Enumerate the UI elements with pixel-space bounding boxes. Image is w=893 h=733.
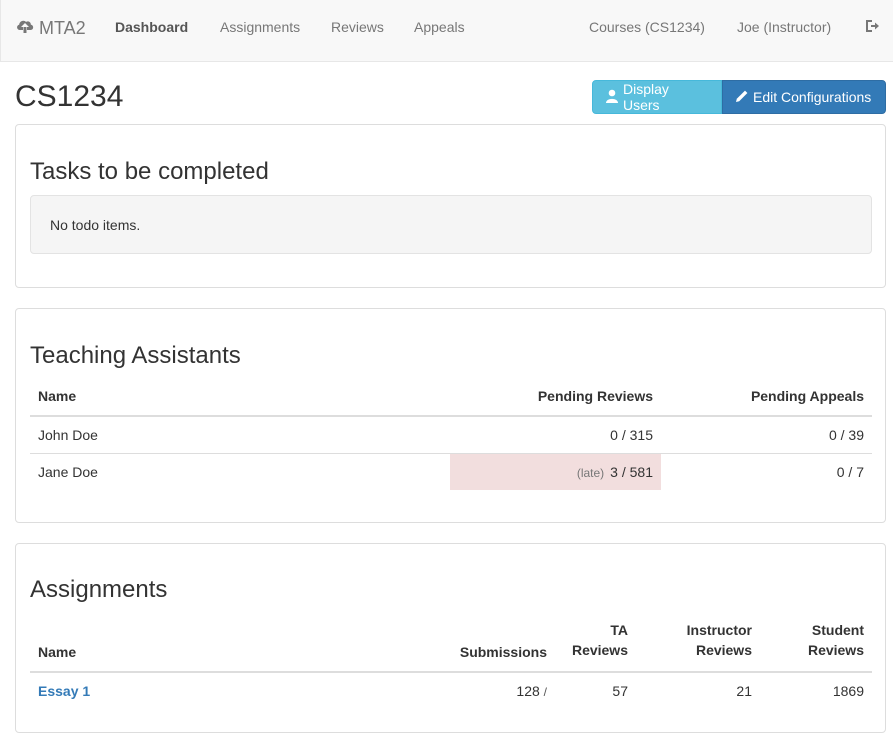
assign-col-student-reviews: Student Reviews bbox=[760, 620, 872, 673]
nav-assignments[interactable]: Assignments bbox=[220, 19, 301, 35]
ta-name: Jane Doe bbox=[30, 452, 450, 490]
assignment-submissions-value: 128 bbox=[516, 683, 540, 699]
assignments-title: Assignments bbox=[30, 576, 168, 603]
assignment-link[interactable]: Essay 1 bbox=[38, 683, 91, 699]
ta-pending-reviews-value: 3 / 581 bbox=[610, 463, 653, 480]
assign-col-ta-reviews: TA Reviews bbox=[555, 620, 636, 673]
ta-col-pending-reviews: Pending Reviews bbox=[450, 379, 661, 417]
ta-col-pending-appeals: Pending Appeals bbox=[661, 379, 872, 417]
pencil-icon bbox=[735, 89, 753, 106]
nav-courses[interactable]: Courses (CS1234) bbox=[589, 19, 705, 35]
assign-col-student-line1: Student bbox=[811, 622, 864, 638]
assignment-instructor-reviews: 21 bbox=[636, 671, 760, 709]
nav-appeals[interactable]: Appeals bbox=[414, 19, 465, 35]
cloud-upload-icon bbox=[15, 17, 39, 40]
ta-pending-reviews: 0 / 315 bbox=[450, 415, 661, 453]
todo-well: No todo items. bbox=[30, 195, 872, 254]
assign-col-instructor-reviews: Instructor Reviews bbox=[636, 620, 760, 673]
edit-configurations-label: Edit Configurations bbox=[753, 89, 872, 105]
user-icon bbox=[605, 89, 623, 106]
edit-configurations-button[interactable]: Edit Configurations bbox=[722, 80, 886, 114]
ta-table: Name Pending Reviews Pending Appeals Joh… bbox=[30, 379, 872, 490]
display-users-button[interactable]: Display Users bbox=[592, 80, 722, 114]
table-row: Jane Doe (late) 3 / 581 0 / 7 bbox=[30, 452, 872, 490]
ta-pending-appeals: 0 / 7 bbox=[661, 452, 872, 490]
table-row: John Doe 0 / 315 0 / 39 bbox=[30, 415, 872, 453]
assign-col-instr-line1: Instructor bbox=[686, 622, 752, 638]
tasks-title: Tasks to be completed bbox=[30, 158, 269, 185]
brand-link[interactable]: MTA2 bbox=[15, 17, 86, 39]
nav-user[interactable]: Joe (Instructor) bbox=[737, 19, 832, 35]
assignment-student-reviews: 1869 bbox=[760, 671, 872, 709]
display-users-label: Display Users bbox=[623, 81, 669, 113]
ta-pending-appeals: 0 / 39 bbox=[661, 415, 872, 453]
todo-empty-text: No todo items. bbox=[50, 217, 141, 233]
assign-col-ta-line1: TA bbox=[610, 622, 628, 638]
ta-pending-reviews-late: (late) 3 / 581 bbox=[450, 452, 661, 490]
assignments-table: Name Submissions TA Reviews Instructor Rev… bbox=[30, 620, 872, 709]
table-row: Essay 1 128 / 57 21 1869 bbox=[30, 671, 872, 709]
ta-title: Teaching Assistants bbox=[30, 342, 241, 369]
navbar: MTA2 Dashboard Assignments Reviews Appea… bbox=[0, 0, 893, 62]
assignment-submissions: 128 / bbox=[415, 671, 555, 709]
tasks-panel: Tasks to be completed No todo items. bbox=[15, 124, 886, 288]
nav-reviews[interactable]: Reviews bbox=[331, 19, 384, 35]
late-label: (late) bbox=[576, 465, 605, 480]
logout-icon[interactable] bbox=[864, 18, 880, 37]
assignment-ta-reviews: 57 bbox=[555, 671, 636, 709]
assignment-submissions-slash: / bbox=[543, 685, 547, 699]
assign-col-name: Name bbox=[30, 620, 415, 673]
assign-col-instr-line2: Reviews bbox=[695, 642, 752, 658]
assign-col-submissions: Submissions bbox=[415, 620, 555, 673]
nav-dashboard[interactable]: Dashboard bbox=[115, 19, 189, 35]
brand-name: MTA2 bbox=[39, 17, 86, 38]
teaching-assistants-panel: Teaching Assistants Name Pending Reviews… bbox=[15, 308, 886, 523]
ta-col-name: Name bbox=[30, 379, 450, 417]
ta-name: John Doe bbox=[30, 415, 450, 453]
assign-col-ta-line2: Reviews bbox=[571, 642, 628, 658]
page-title: CS1234 bbox=[15, 80, 124, 113]
assign-col-student-line2: Reviews bbox=[807, 642, 864, 658]
assignments-panel: Assignments Name Submissions TA Reviews I… bbox=[15, 543, 886, 733]
